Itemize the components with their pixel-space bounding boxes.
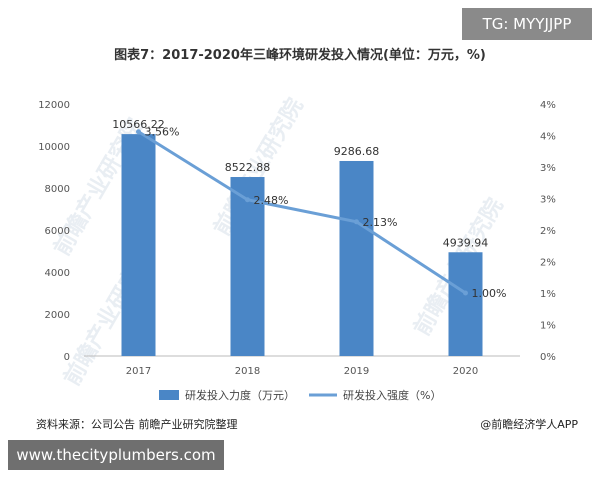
- y-left-tick-label: 0: [64, 352, 70, 363]
- y-right-tick-label: 2%: [540, 258, 556, 269]
- y-left-tick-label: 4000: [45, 268, 70, 279]
- x-tick-label: 2019: [344, 366, 369, 377]
- line-value-label: 2.13%: [363, 216, 398, 229]
- x-ticks: 2017 2018 2019 2020: [126, 366, 478, 377]
- bar: [230, 177, 265, 356]
- line-value-label: 1.00%: [472, 287, 507, 300]
- y-left-ticks: 0 2000 4000 6000 8000 10000 12000: [38, 100, 70, 363]
- chart: 0 2000 4000 6000 8000 10000 12000 0% 1% 1% 2% 2% 3%…: [38, 100, 556, 402]
- y-right-tick-label: 1%: [540, 321, 556, 332]
- y-right-tick-label: 1%: [540, 289, 556, 300]
- y-right-tick-label: 4%: [540, 132, 556, 143]
- line-point: [245, 197, 250, 203]
- tg-badge: TG: MYYJJPP: [462, 8, 592, 40]
- bar: [448, 252, 483, 356]
- bar: [121, 134, 156, 356]
- bar-value-label: 8522.88: [225, 161, 271, 174]
- bar-value-label: 4939.94: [443, 236, 489, 249]
- line-value-label: 2.48%: [254, 194, 289, 207]
- x-tick-label: 2020: [453, 366, 478, 377]
- line-series: 3.56% 2.48% 2.13% 1.00%: [136, 126, 506, 300]
- y-right-tick-label: 3%: [540, 163, 556, 174]
- line-point: [136, 129, 141, 135]
- legend-bar-swatch: [159, 390, 179, 400]
- legend-line-label: 研发投入强度（%）: [343, 388, 441, 402]
- y-left-tick-label: 12000: [38, 100, 70, 111]
- legend: 研发投入力度（万元） 研发投入强度（%）: [159, 388, 441, 402]
- y-right-tick-label: 4%: [540, 100, 556, 111]
- y-left-tick-label: 8000: [45, 184, 70, 195]
- x-tick-label: 2018: [235, 366, 260, 377]
- bar: [339, 160, 374, 356]
- x-tick-label: 2017: [126, 366, 151, 377]
- bar-value-label: 10566.22: [112, 118, 165, 131]
- y-left-tick-label: 2000: [45, 310, 70, 321]
- bar-value-label: 9286.68: [334, 145, 380, 158]
- y-left-tick-label: 10000: [38, 142, 70, 153]
- y-right-ticks: 0% 1% 1% 2% 2% 3% 3% 4% 4%: [540, 100, 556, 363]
- y-right-tick-label: 2%: [540, 226, 556, 237]
- url-banner: www.thecityplumbers.com: [8, 440, 224, 470]
- credit-note: @前瞻经济学人APP: [480, 418, 578, 431]
- source-note: 资料来源：公司公告 前瞻产业研究院整理: [36, 418, 238, 431]
- line-point: [354, 219, 359, 225]
- chart-title: 图表7：2017-2020年三峰环境研发投入情况(单位：万元，%): [114, 48, 486, 63]
- legend-bar-label: 研发投入力度（万元）: [185, 388, 295, 402]
- y-right-tick-label: 0%: [540, 352, 556, 363]
- y-left-tick-label: 6000: [45, 226, 70, 237]
- line-value-label: 3.56%: [145, 126, 180, 139]
- y-right-tick-label: 3%: [540, 195, 556, 206]
- line-point: [463, 290, 468, 296]
- bars: 10566.22 8522.88 9286.68 4939.94: [112, 118, 488, 356]
- line-series-path: [137, 130, 467, 295]
